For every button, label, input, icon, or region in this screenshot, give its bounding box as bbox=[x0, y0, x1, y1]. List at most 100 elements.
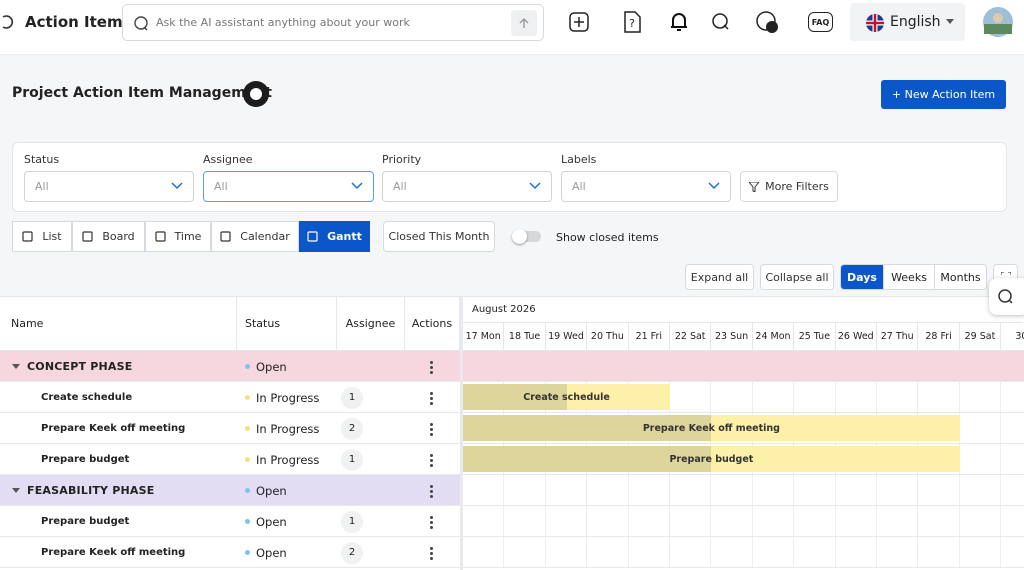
view-tab[interactable]: Gantt bbox=[299, 221, 370, 252]
task-row[interactable]: Prepare budget In Progress 1 bbox=[0, 444, 460, 475]
task-row[interactable]: Prepare Keek off meeting In Progress 2 bbox=[0, 413, 460, 444]
filter-value: All bbox=[214, 180, 228, 193]
kebab-dot bbox=[430, 459, 433, 462]
gantt-row-line bbox=[463, 536, 1024, 537]
status-label: Open bbox=[256, 483, 287, 498]
add-icon[interactable] bbox=[568, 11, 590, 33]
task-row[interactable]: Prepare budget Open 1 bbox=[0, 506, 460, 537]
kebab-dot bbox=[430, 428, 433, 431]
show-closed-label: Show closed items bbox=[556, 231, 659, 244]
group-row[interactable]: CONCEPT PHASE Open bbox=[0, 351, 460, 382]
row-actions[interactable] bbox=[430, 484, 433, 499]
kebab-dot bbox=[430, 454, 433, 457]
status-label: In Progress bbox=[256, 421, 320, 436]
column-header: Name bbox=[0, 297, 237, 351]
filter-select[interactable]: All bbox=[24, 171, 194, 202]
kebab-dot bbox=[430, 521, 433, 524]
status: In Progress bbox=[245, 444, 319, 475]
avatar[interactable] bbox=[982, 6, 1014, 38]
row-actions[interactable] bbox=[430, 360, 433, 375]
gantt-bar-progress bbox=[463, 384, 567, 410]
day-header: 24 Mon bbox=[752, 323, 795, 351]
kebab-dot bbox=[430, 371, 433, 374]
gantt-row-line bbox=[463, 474, 1024, 475]
send-button[interactable] bbox=[511, 10, 537, 36]
svg-text:?: ? bbox=[629, 17, 635, 30]
scale-tab[interactable]: Weeks bbox=[883, 265, 934, 289]
task-row[interactable]: Prepare Keek off meeting Open 2 bbox=[0, 537, 460, 568]
closed-this-month-button[interactable]: Closed This Month bbox=[383, 221, 495, 252]
filter-select[interactable]: All bbox=[382, 171, 552, 202]
row-actions[interactable] bbox=[430, 546, 433, 561]
row-actions[interactable] bbox=[430, 422, 433, 437]
collapse-all-button[interactable]: Collapse all bbox=[760, 264, 834, 290]
column-header: Actions bbox=[405, 297, 460, 351]
assignee-badge[interactable]: 1 bbox=[341, 510, 363, 533]
group-name: FEASABILITY PHASE bbox=[27, 484, 155, 497]
row-actions[interactable] bbox=[430, 391, 433, 406]
filter-select[interactable]: All bbox=[203, 171, 374, 202]
row-actions[interactable] bbox=[430, 453, 433, 468]
gantt-row-line bbox=[463, 505, 1024, 506]
group-band bbox=[463, 351, 1024, 382]
assignee-badge[interactable]: 2 bbox=[341, 417, 363, 440]
new-item-button[interactable]: + New Action Item bbox=[881, 80, 1006, 109]
help-icon[interactable]: ? bbox=[622, 10, 642, 34]
kebab-dot bbox=[430, 423, 433, 426]
task-name: Create schedule bbox=[41, 392, 133, 403]
toggle[interactable] bbox=[512, 229, 541, 244]
view-tab[interactable]: List bbox=[12, 221, 72, 252]
day-header: 21 Fri bbox=[628, 323, 670, 351]
status-dot bbox=[245, 488, 250, 493]
language-select[interactable]: English bbox=[850, 3, 965, 41]
logo bbox=[2, 15, 14, 29]
view-tab[interactable]: Calendar bbox=[211, 221, 299, 252]
assistant-button[interactable] bbox=[989, 278, 1024, 315]
faq-icon[interactable]: FAQ bbox=[808, 12, 833, 32]
language-label: English bbox=[890, 14, 941, 30]
row-actions[interactable] bbox=[430, 515, 433, 530]
filter-select[interactable]: All bbox=[561, 171, 731, 202]
kebab-dot bbox=[430, 495, 433, 498]
view-tab-label: List bbox=[42, 230, 62, 243]
assignee-badge[interactable]: 1 bbox=[341, 448, 363, 471]
view-tab[interactable]: Board bbox=[72, 221, 145, 252]
gantt-bar[interactable]: Create schedule bbox=[463, 384, 670, 410]
month-label: August 2026 bbox=[463, 297, 1023, 323]
status: Open bbox=[245, 506, 287, 537]
more-filters-button[interactable]: More Filters bbox=[740, 171, 838, 202]
task-row[interactable]: Create schedule In Progress 1 bbox=[0, 382, 460, 413]
filter-value: All bbox=[35, 180, 49, 193]
flag-icon bbox=[866, 14, 884, 32]
kebab-dot bbox=[430, 464, 433, 467]
assignee-badge[interactable]: 1 bbox=[341, 386, 363, 409]
collapse-caret[interactable] bbox=[12, 364, 20, 370]
gantt-bar[interactable]: Prepare Keek off meeting bbox=[463, 415, 960, 441]
status-label: Open bbox=[256, 359, 287, 374]
filter-value: All bbox=[572, 180, 586, 193]
scale-tab[interactable]: Months bbox=[934, 265, 986, 289]
expand-all-button[interactable]: Expand all bbox=[685, 264, 754, 290]
status-dot bbox=[245, 519, 250, 524]
assignee-badge[interactable]: 2 bbox=[341, 541, 363, 564]
day-header: 23 Sun bbox=[711, 323, 753, 351]
scale-tab[interactable]: Days bbox=[841, 265, 883, 289]
view-tab[interactable]: Time bbox=[145, 221, 211, 252]
status-label: In Progress bbox=[256, 390, 320, 405]
search-box[interactable]: Ask the AI assistant anything about your… bbox=[122, 4, 544, 41]
day-header: 29 Sat bbox=[959, 323, 1002, 351]
gantt-row-line bbox=[463, 381, 1024, 382]
chat-icon[interactable] bbox=[711, 12, 731, 32]
group-row[interactable]: FEASABILITY PHASE Open bbox=[0, 475, 460, 506]
status-dot bbox=[245, 550, 250, 555]
view-tab-label: Time bbox=[174, 230, 202, 243]
bell-icon[interactable] bbox=[669, 11, 689, 33]
scale-switcher: Days Weeks Months bbox=[840, 264, 987, 290]
day-header: 18 Tue bbox=[504, 323, 546, 351]
gantt-bar[interactable]: Prepare budget bbox=[463, 446, 960, 472]
chat-add-icon[interactable] bbox=[754, 9, 780, 35]
collapse-caret[interactable] bbox=[12, 488, 20, 494]
kebab-dot bbox=[430, 397, 433, 400]
filter-value: All bbox=[393, 180, 407, 193]
filter-label: Status bbox=[24, 153, 60, 166]
